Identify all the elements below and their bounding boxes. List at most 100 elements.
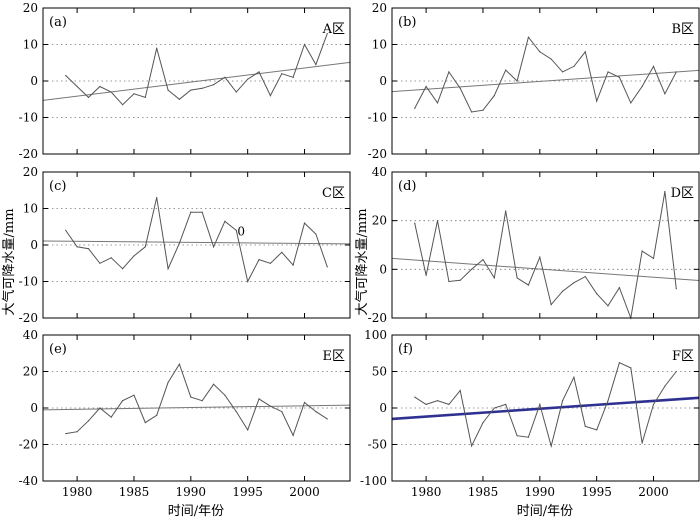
data-point: [224, 394, 226, 396]
y-tick-label: -10: [368, 111, 387, 125]
data-point: [258, 398, 260, 400]
x-tick-label: 1980: [62, 485, 93, 499]
data-point: [144, 96, 146, 99]
data-point: [493, 407, 495, 409]
data-point: [664, 93, 666, 95]
data-point: [99, 407, 101, 409]
annotation: 0: [237, 225, 245, 239]
data-point: [482, 422, 484, 424]
data-point: [201, 400, 203, 402]
y-tick-label: 0: [30, 238, 38, 252]
data-point: [618, 286, 621, 289]
data-point: [212, 246, 215, 248]
data-point: [527, 284, 530, 286]
data-point: [664, 385, 666, 387]
x-tick-label: 1990: [525, 485, 556, 499]
data-point: [212, 383, 215, 385]
data-point: [167, 381, 169, 384]
data-point: [315, 411, 317, 413]
data-point: [121, 104, 124, 106]
data-point: [99, 85, 101, 88]
data-point: [144, 422, 146, 424]
data-point: [167, 89, 169, 91]
y-tick-label: -20: [19, 438, 38, 452]
data-point: [493, 95, 495, 97]
y-tick-label: 40: [372, 165, 387, 179]
data-point: [247, 280, 249, 283]
panel-tag: (d): [398, 179, 416, 194]
y-tick-label: 10: [23, 38, 38, 52]
series-line: [414, 362, 677, 448]
x-axis-title-right: 时间/年份: [517, 504, 573, 519]
region-label: C区: [322, 186, 345, 201]
panel-tag: (e): [49, 342, 67, 357]
data-point: [516, 80, 518, 82]
data-point: [303, 43, 306, 46]
data-point: [110, 91, 112, 93]
data-point: [459, 279, 461, 281]
series-line: [414, 36, 677, 113]
data-point: [178, 242, 181, 244]
data-point: [527, 36, 530, 38]
data-point: [292, 76, 294, 78]
series-line: [414, 191, 677, 320]
data-point: [539, 403, 541, 405]
y-tick-label: -100: [360, 474, 387, 488]
x-tick-label: 1985: [468, 485, 499, 499]
data-point: [269, 405, 272, 407]
data-point: [212, 84, 215, 86]
data-point: [326, 32, 328, 35]
plot-frame: [391, 171, 700, 319]
data-point: [573, 376, 575, 378]
data-point: [618, 76, 621, 78]
data-point: [573, 65, 575, 67]
y-tick-label: -20: [368, 147, 387, 161]
y-tick-label: 20: [372, 1, 387, 15]
x-axis-title-left: 时间/年份: [168, 504, 224, 519]
y-tick-label: -20: [19, 147, 38, 161]
trend-line: [391, 396, 700, 421]
series-line: [65, 197, 328, 283]
plot-frame: [42, 171, 351, 319]
data-point: [201, 87, 203, 89]
data-point: [539, 51, 541, 53]
data-point: [414, 396, 416, 398]
y-tick-label: -20: [368, 311, 387, 325]
data-point: [190, 211, 192, 213]
data-point: [448, 280, 450, 283]
x-tick-label: 1995: [232, 485, 263, 499]
data-point: [87, 96, 90, 99]
y-tick-label: -10: [19, 111, 38, 125]
data-point: [303, 401, 306, 404]
data-point: [505, 210, 507, 212]
data-point: [190, 89, 192, 91]
data-point: [247, 78, 249, 80]
data-point: [630, 102, 632, 104]
data-point: [121, 400, 124, 402]
data-point: [292, 434, 294, 436]
data-point: [652, 257, 655, 259]
y-axis-title-right: 大气可降水量/mm: [354, 208, 370, 315]
data-point: [292, 264, 294, 266]
data-point: [178, 363, 181, 365]
data-point: [505, 403, 507, 405]
trend-line: [42, 404, 351, 411]
data-point: [156, 414, 158, 416]
data-point: [190, 396, 192, 398]
data-point: [436, 220, 439, 222]
data-point: [641, 85, 643, 88]
data-point: [573, 282, 575, 284]
data-point: [224, 220, 226, 222]
panel-tag: (c): [49, 179, 66, 194]
plot-frame: [42, 7, 351, 155]
data-point: [675, 71, 677, 73]
series-line: [65, 363, 328, 437]
panel-e: -40 -20 0 20 40 1980 1985 1990 1995 2000 (e) E区: [19, 328, 351, 499]
panel-f: -100 -50 0 50 100 1980 1985 1990 1995 2000 (f) F区: [360, 328, 700, 499]
data-point: [596, 429, 598, 431]
data-point: [516, 277, 518, 279]
y-axis-title-left: 大气可降水量/mm: [1, 208, 17, 315]
data-point: [527, 436, 530, 438]
data-point: [110, 416, 112, 418]
data-point: [584, 276, 586, 278]
